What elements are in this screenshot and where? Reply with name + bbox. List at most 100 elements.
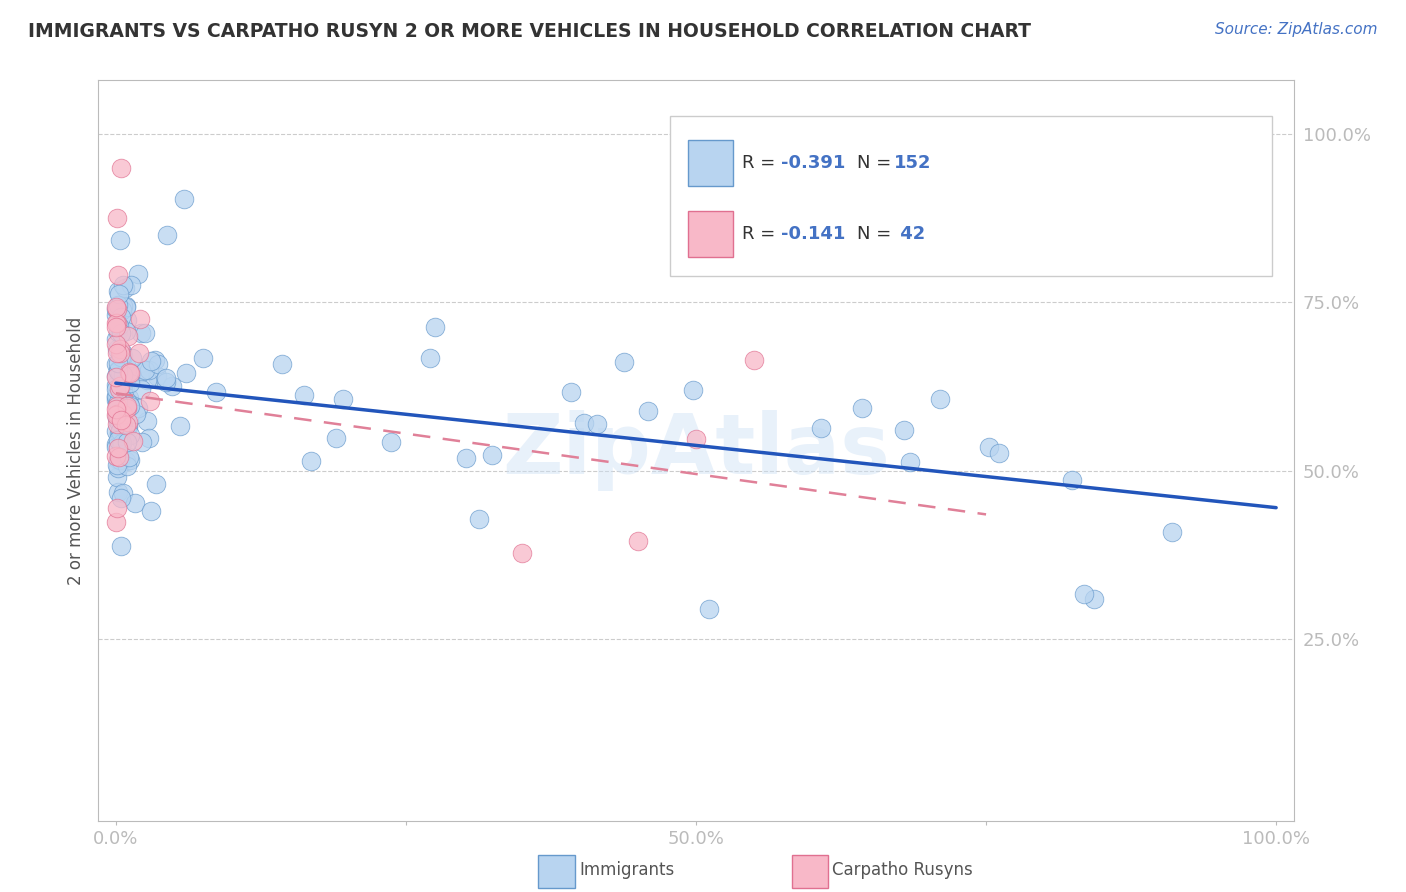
- Point: [127, 401, 149, 415]
- Point: [131, 435, 153, 450]
- Point: [120, 427, 142, 442]
- Point: [136, 414, 159, 428]
- Point: [110, 453, 132, 467]
- Point: [110, 367, 132, 381]
- Point: [162, 378, 184, 392]
- Point: [104, 424, 127, 438]
- Point: [560, 385, 582, 400]
- Point: [1060, 474, 1083, 488]
- Point: [121, 351, 143, 365]
- Point: [110, 310, 132, 325]
- Point: [191, 351, 214, 365]
- Point: [108, 286, 131, 301]
- Point: [128, 346, 150, 360]
- Point: [481, 449, 503, 463]
- Point: [332, 392, 354, 407]
- Point: [454, 450, 477, 465]
- Point: [141, 504, 163, 518]
- Point: [146, 368, 169, 383]
- Point: [118, 366, 141, 380]
- Point: [685, 432, 707, 446]
- Point: [105, 411, 128, 425]
- Point: [115, 299, 138, 313]
- Point: [104, 449, 127, 463]
- Text: N =: N =: [858, 154, 897, 172]
- Point: [117, 328, 139, 343]
- Point: [742, 352, 765, 367]
- Point: [1083, 592, 1105, 607]
- Text: R =: R =: [742, 154, 780, 172]
- Point: [138, 363, 160, 377]
- Point: [127, 267, 149, 281]
- Text: -0.391: -0.391: [782, 154, 845, 172]
- Point: [110, 428, 132, 442]
- Point: [105, 402, 128, 417]
- Point: [697, 602, 720, 616]
- Point: [118, 376, 141, 390]
- Point: [270, 357, 292, 371]
- Text: Carpatho Rusyns: Carpatho Rusyns: [832, 861, 973, 879]
- Point: [105, 300, 128, 314]
- Point: [105, 389, 128, 403]
- Point: [110, 438, 132, 452]
- Point: [107, 356, 129, 370]
- Point: [136, 373, 159, 387]
- Point: [169, 419, 191, 434]
- Point: [105, 309, 128, 323]
- Point: [110, 368, 132, 382]
- Point: [110, 412, 132, 426]
- Text: Immigrants: Immigrants: [579, 861, 675, 879]
- Point: [110, 379, 132, 393]
- Point: [898, 455, 921, 469]
- Point: [108, 233, 131, 247]
- Point: [107, 398, 129, 412]
- Point: [1073, 587, 1095, 601]
- Text: 42: 42: [894, 225, 925, 244]
- Point: [292, 388, 315, 402]
- Point: [107, 441, 129, 455]
- Point: [104, 408, 127, 422]
- Point: [105, 345, 128, 359]
- Point: [572, 416, 595, 430]
- Point: [118, 365, 141, 379]
- Point: [105, 515, 128, 529]
- Point: [105, 458, 128, 472]
- Point: [122, 434, 145, 448]
- Point: [105, 500, 128, 515]
- Text: IMMIGRANTS VS CARPATHO RUSYN 2 OR MORE VEHICLES IN HOUSEHOLD CORRELATION CHART: IMMIGRANTS VS CARPATHO RUSYN 2 OR MORE V…: [28, 22, 1031, 41]
- Point: [145, 477, 167, 491]
- Point: [108, 424, 131, 438]
- Point: [110, 413, 132, 427]
- Point: [128, 311, 150, 326]
- Point: [111, 418, 134, 433]
- Point: [115, 459, 138, 474]
- Point: [112, 392, 135, 407]
- Point: [111, 405, 134, 419]
- Point: [115, 399, 138, 413]
- Point: [108, 365, 131, 379]
- Point: [105, 316, 128, 330]
- Point: [114, 454, 136, 468]
- Point: [108, 390, 131, 404]
- Point: [115, 401, 138, 416]
- Point: [111, 368, 134, 382]
- Point: [110, 435, 132, 450]
- Point: [423, 320, 446, 334]
- Point: [1173, 147, 1195, 161]
- Point: [987, 446, 1010, 460]
- Point: [107, 395, 129, 409]
- Point: [115, 435, 138, 450]
- Point: [108, 385, 131, 400]
- Point: [114, 358, 136, 372]
- Point: [105, 389, 128, 403]
- Point: [108, 426, 131, 441]
- Point: [325, 431, 347, 445]
- Point: [146, 358, 169, 372]
- Y-axis label: 2 or more Vehicles in Household: 2 or more Vehicles in Household: [66, 317, 84, 584]
- Point: [105, 357, 128, 371]
- Point: [468, 512, 491, 526]
- Point: [155, 376, 177, 390]
- Point: [110, 491, 132, 506]
- Point: [110, 326, 132, 340]
- Point: [105, 398, 128, 412]
